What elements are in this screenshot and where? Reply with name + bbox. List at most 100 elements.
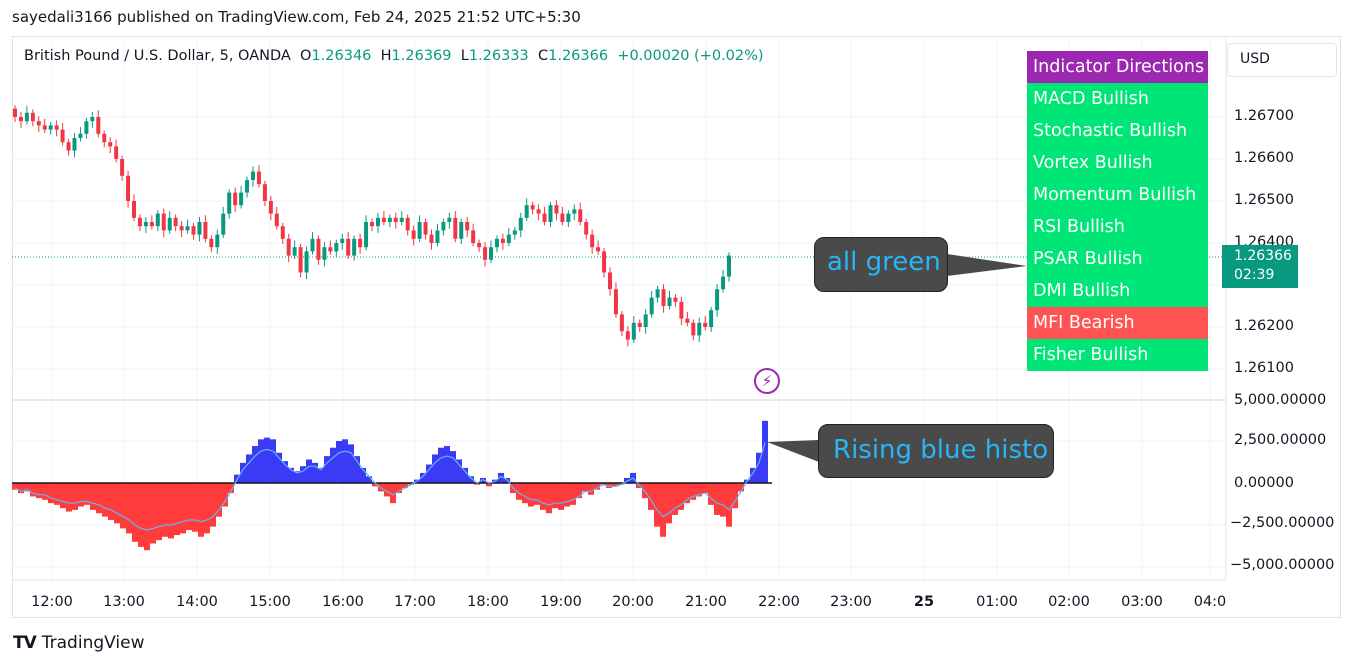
time-tick: 02:00 (1048, 594, 1090, 610)
candle-body (429, 234, 434, 243)
candle-body (30, 112, 35, 122)
candle-body (649, 297, 654, 315)
currency-button[interactable]: USD (1227, 43, 1337, 77)
histogram-bar (78, 483, 84, 507)
candle-body (54, 125, 59, 130)
histogram-bar (480, 477, 486, 483)
candle-body (268, 201, 273, 214)
time-tick: 12:00 (31, 594, 73, 610)
candle-body (215, 234, 220, 248)
histogram-bar (420, 472, 426, 483)
histogram-bar (330, 447, 336, 483)
tv-logo-icon: TV (13, 633, 37, 653)
candle-body (251, 171, 255, 180)
open-value: 1.26346 (311, 48, 372, 64)
histogram-bar (426, 464, 432, 483)
candle-body (459, 222, 464, 239)
histogram-bar (252, 446, 258, 483)
histogram-bar (462, 467, 468, 483)
candle-body (423, 222, 428, 235)
candle-body (137, 217, 142, 227)
histogram-bar (258, 439, 264, 483)
candle-body (155, 213, 160, 227)
candle-body (477, 243, 482, 248)
candle-body (36, 121, 41, 126)
indicator-row-vortex: Vortex Bullish (1027, 147, 1208, 179)
time-tick: 14:00 (176, 594, 218, 610)
osc-tick: −2,500.00000 (1230, 515, 1335, 531)
indicator-row-macd: MACD Bullish (1027, 83, 1208, 115)
candle-body (399, 217, 404, 222)
histogram-bar (90, 483, 96, 510)
indicator-directions-table: Indicator Directions MACD Bullish Stocha… (1027, 51, 1208, 371)
tradingview-logo[interactable]: TV TradingView (13, 633, 144, 653)
candle-body (512, 230, 517, 235)
time-tick: 16:00 (322, 594, 364, 610)
histogram-bar (264, 437, 270, 483)
histogram-bar (516, 483, 522, 500)
histogram-bar (702, 483, 708, 494)
candle-body (637, 322, 642, 327)
candle-body (209, 238, 214, 248)
histogram-bar (456, 459, 462, 483)
candle-body (227, 192, 232, 214)
candle-body (417, 222, 422, 239)
osc-tick: 2,500.00000 (1234, 432, 1327, 448)
candle-body (66, 142, 71, 151)
symbol-legend[interactable]: British Pound / U.S. Dollar, 5, OANDA O1… (24, 48, 764, 64)
candle-body (631, 322, 636, 340)
candle-body (352, 238, 357, 256)
histogram-bar (408, 483, 414, 485)
high-label: H (380, 48, 392, 64)
histogram-bar (306, 459, 312, 483)
histogram-bar (372, 483, 378, 487)
histogram-bar (576, 483, 582, 499)
candle-body (578, 209, 583, 222)
brand-name: TradingView (41, 633, 145, 653)
histogram-bar (186, 483, 192, 531)
candle-body (566, 213, 571, 222)
time-tick: 18:00 (467, 594, 509, 610)
candle-body (703, 322, 708, 327)
histogram-bar (24, 483, 30, 492)
candle-body (554, 205, 559, 214)
candle-body (346, 238, 351, 256)
histogram-bar (654, 483, 660, 527)
histogram-bar (486, 483, 492, 487)
candle-body (316, 238, 321, 260)
histogram-bar (432, 454, 438, 483)
histogram-bar (144, 483, 150, 551)
candle-body (542, 213, 547, 222)
candle-body (506, 234, 511, 243)
indicator-row-rsi: RSI Bullish (1027, 211, 1208, 243)
candle-body (727, 255, 731, 277)
candle-body (358, 238, 363, 248)
time-tick: 04:0 (1193, 594, 1227, 610)
candle-body (13, 108, 17, 117)
candle-body (197, 222, 202, 235)
candle-body (304, 251, 309, 273)
histogram-bar (288, 467, 294, 483)
candle-body (453, 217, 458, 239)
osc-tick: 0.00000 (1234, 475, 1294, 491)
candle-body (518, 217, 523, 231)
candle-body (530, 205, 535, 210)
candle-body (370, 222, 374, 227)
time-tick: 17:00 (394, 594, 436, 610)
candle-body (548, 205, 553, 222)
histogram-bar (336, 441, 342, 483)
histogram-bar (180, 483, 186, 534)
candle-body (280, 226, 285, 239)
lightning-icon[interactable]: ⚡ (754, 368, 780, 394)
candle-body (167, 217, 172, 231)
histogram-bar (612, 483, 618, 487)
candle-body (393, 217, 398, 222)
histogram-bar (648, 483, 654, 510)
histogram-bar (552, 483, 558, 509)
indicator-row-dmi: DMI Bullish (1027, 275, 1208, 307)
candle-body (262, 184, 267, 201)
candle-body (322, 247, 327, 260)
candle-body (709, 310, 714, 327)
histogram-bar (174, 483, 180, 536)
